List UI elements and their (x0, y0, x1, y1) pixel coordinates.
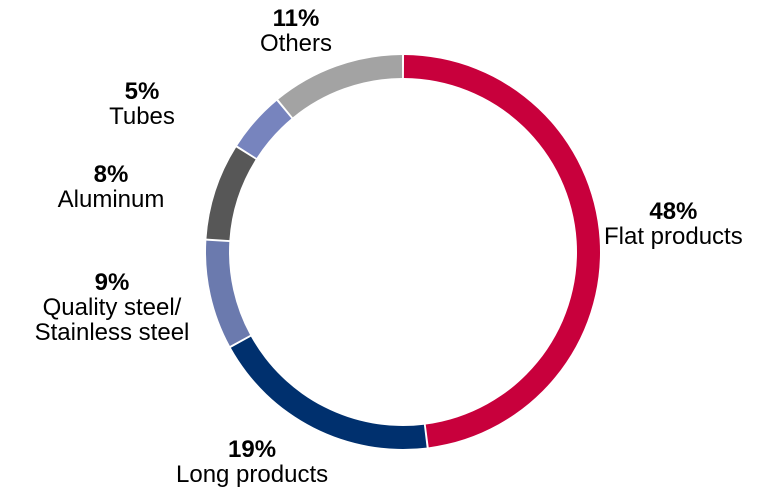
donut-slice-quality-steel-stainless-steel (206, 240, 251, 347)
label-tubes-name: Tubes (109, 103, 175, 131)
label-long-products-name: Long products (176, 461, 329, 489)
donut-slice-long-products (230, 336, 427, 449)
label-quality-steel-pct: 9% (94, 269, 130, 296)
label-flat-products: 48% Flat products (604, 198, 743, 251)
label-quality-steel-name-line2: Stainless steel (34, 319, 190, 347)
donut-slice-others (278, 55, 403, 118)
donut-slice-aluminum (206, 147, 256, 241)
label-flat-products-name: Flat products (604, 223, 743, 251)
label-aluminum: 8% Aluminum (46, 161, 176, 214)
label-others-pct: 11% (272, 5, 320, 32)
label-aluminum-name: Aluminum (57, 186, 165, 214)
label-long-products: 19% Long products (176, 436, 329, 489)
label-others-name: Others (259, 30, 333, 58)
label-tubes-pct: 5% (124, 78, 160, 105)
label-aluminum-pct: 8% (93, 161, 129, 188)
donut-slice-tubes (237, 100, 292, 158)
label-others: 11% Others (246, 5, 346, 58)
label-flat-products-pct: 48% (649, 198, 698, 225)
label-quality-steel: 9% Quality steel/ Stainless steel (17, 270, 207, 346)
label-long-products-pct: 19% (228, 436, 277, 463)
donut-slice-flat-products (403, 55, 601, 448)
label-tubes: 5% Tubes (100, 78, 184, 131)
label-quality-steel-name-line1: Quality steel/ (42, 294, 182, 322)
